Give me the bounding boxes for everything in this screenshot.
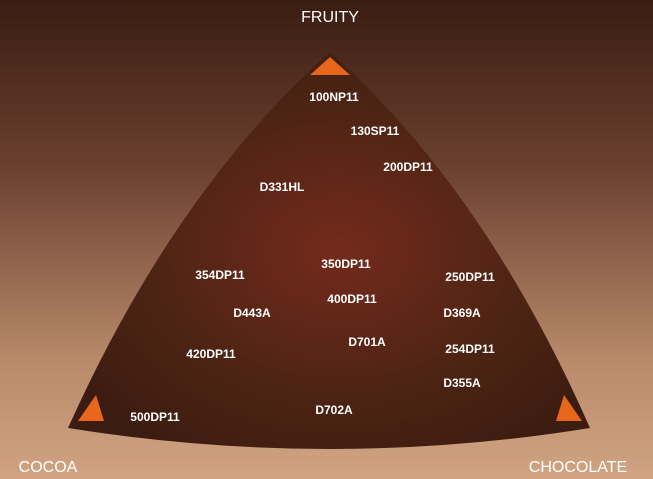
product-label[interactable]: 100NP11 bbox=[309, 90, 359, 104]
product-label[interactable]: D702A bbox=[315, 403, 353, 417]
corner-label: COCOA bbox=[19, 459, 78, 476]
product-label[interactable]: 254DP11 bbox=[445, 342, 495, 356]
product-label[interactable]: 130SP11 bbox=[351, 124, 400, 138]
product-label[interactable]: 200DP11 bbox=[383, 160, 433, 174]
product-label[interactable]: D331HL bbox=[260, 180, 305, 194]
product-label[interactable]: 400DP11 bbox=[327, 292, 377, 306]
product-label[interactable]: D701A bbox=[348, 335, 386, 349]
product-label[interactable]: 354DP11 bbox=[195, 268, 245, 282]
product-label[interactable]: D369A bbox=[443, 306, 481, 320]
product-label[interactable]: D443A bbox=[233, 306, 271, 320]
corner-label: CHOCOLATE bbox=[529, 459, 627, 476]
product-label[interactable]: 420DP11 bbox=[186, 347, 236, 361]
product-label[interactable]: 500DP11 bbox=[130, 410, 180, 424]
product-label[interactable]: D355A bbox=[443, 376, 481, 390]
corner-label: FRUITY bbox=[301, 9, 359, 26]
product-label[interactable]: 350DP11 bbox=[321, 257, 371, 271]
product-label[interactable]: 250DP11 bbox=[445, 270, 495, 284]
flavor-map: FRUITY COCOA CHOCOLATE 100NP11 130SP11 2… bbox=[0, 0, 653, 479]
